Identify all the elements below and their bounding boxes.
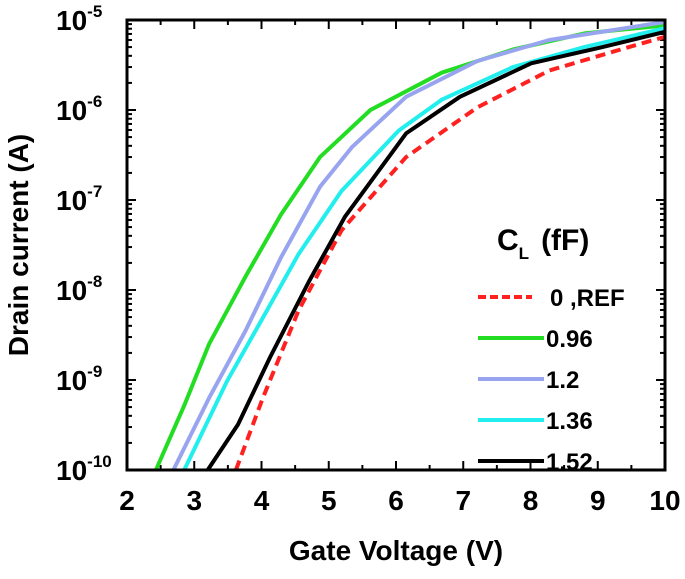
legend: CL (fF) 0 ,REF 0.96 1.2 1.36 1.52 xyxy=(478,224,625,476)
legend-label: 1.36 xyxy=(546,408,593,435)
curves xyxy=(154,20,666,472)
x-tick-labels: 2 3 4 5 6 7 8 9 10 xyxy=(119,485,680,516)
x-tick-label: 6 xyxy=(388,485,404,516)
x-tick-label: 9 xyxy=(590,485,606,516)
legend-label: 1.52 xyxy=(546,449,593,476)
series-line-0-REF xyxy=(234,34,666,471)
y-tick-label: 10-10 xyxy=(56,452,112,486)
plot-frame xyxy=(125,18,667,472)
y-tick-label: 10-6 xyxy=(56,92,102,126)
legend-title: CL (fF) xyxy=(497,224,589,263)
x-tick-label: 8 xyxy=(523,485,539,516)
x-tick-label: 7 xyxy=(455,485,471,516)
x-tick-label: 3 xyxy=(186,485,202,516)
x-tick-label: 5 xyxy=(321,485,337,516)
legend-label: 0 ,REF xyxy=(550,285,625,312)
legend-label: 0.96 xyxy=(546,326,593,353)
x-tick-label: 10 xyxy=(649,485,680,516)
x-tick-label: 2 xyxy=(119,485,135,516)
series-line-1-2 xyxy=(171,20,666,471)
series-line-1-36 xyxy=(182,26,666,471)
x-axis-label: Gate Voltage (V) xyxy=(289,535,503,566)
y-tick-labels: 10-5 10-6 10-7 10-8 10-9 10-10 xyxy=(56,2,112,486)
series-line-1-52 xyxy=(206,29,666,472)
y-tick-label: 10-9 xyxy=(56,362,102,396)
x-tick-label: 4 xyxy=(254,485,270,516)
y-tick-label: 10-7 xyxy=(56,182,102,216)
y-tick-label: 10-8 xyxy=(56,272,102,306)
y-axis-label: Drain current (A) xyxy=(3,134,34,356)
legend-label: 1.2 xyxy=(546,367,579,394)
y-tick-label: 10-5 xyxy=(56,2,102,36)
